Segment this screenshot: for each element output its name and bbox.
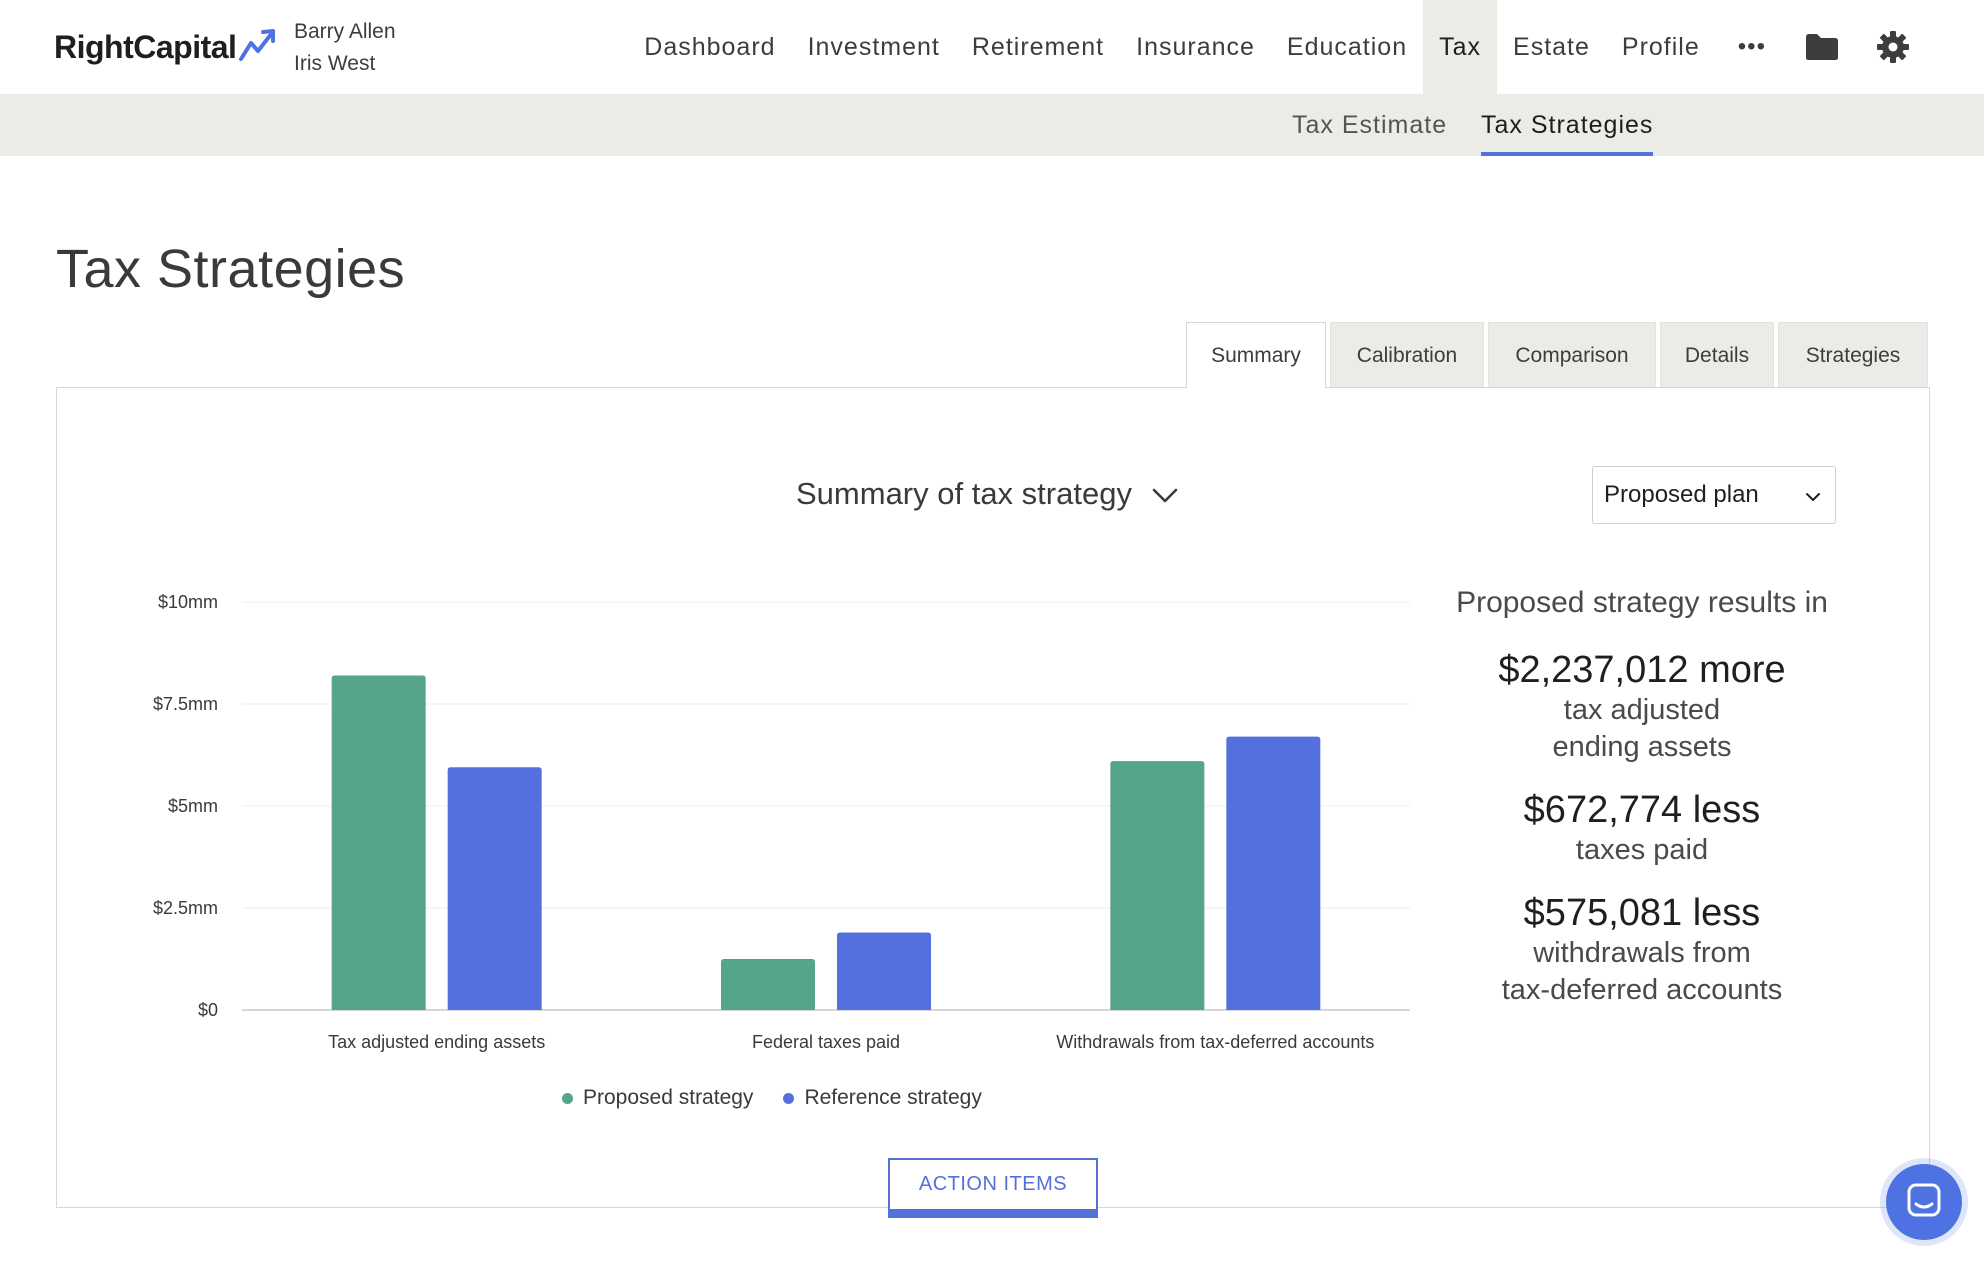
action-items-button[interactable]: ACTION ITEMS [888,1158,1098,1218]
legend-item-reference[interactable]: Reference strategy [783,1086,982,1110]
y-tick-label: $0 [198,1000,218,1020]
client-secondary: Iris West [294,52,376,75]
results-heading: Proposed strategy results in [1456,586,1828,619]
tab-summary[interactable]: Summary [1186,322,1326,389]
nav-profile[interactable]: Profile [1621,32,1700,61]
bar-proposed[interactable] [331,675,426,1010]
result-amount-assets: $2,237,012 more [1498,649,1786,691]
result-desc-taxes: taxes paid [1440,832,1844,869]
result-desc-line: withdrawals from [1533,937,1751,969]
more-icon[interactable]: ••• [1737,33,1766,60]
y-tick-label: $5mm [168,796,218,816]
x-tick-label: Tax adjusted ending assets [328,1032,545,1052]
result-desc-withdrawals: withdrawals from tax-deferred accounts [1440,935,1844,1009]
tab-strategies[interactable]: Strategies [1778,322,1928,388]
result-amount-taxes: $672,774 less [1523,789,1761,831]
chat-launcher[interactable] [1886,1164,1962,1240]
tab-details[interactable]: Details [1660,322,1774,388]
nav-tax[interactable]: Tax [1423,0,1498,94]
folder-icon[interactable] [1786,32,1858,62]
legend-label-proposed: Proposed strategy [583,1086,754,1109]
rightcapital-logo[interactable]: RightCapital [54,24,278,70]
result-amount-withdrawals: $575,081 less [1523,892,1761,934]
x-tick-label: Federal taxes paid [752,1032,900,1052]
result-desc-line: taxes paid [1575,834,1709,866]
summary-title: Summary of tax strategy [796,476,1132,511]
bar-proposed[interactable] [1110,761,1205,1010]
logo-text: RightCapital [54,28,237,65]
view-tabs: Summary Calibration Comparison Details S… [1186,322,1928,389]
subtab-tax-estimate[interactable]: Tax Estimate [1292,110,1448,139]
plan-select[interactable]: Proposed plan [1592,466,1836,524]
subtab-tax-strategies[interactable]: Tax Strategies [1481,94,1654,156]
page-title: Tax Strategies [56,239,406,299]
legend-dot-proposed [562,1092,573,1104]
nav-investment[interactable]: Investment [807,32,940,61]
legend-item-proposed[interactable]: Proposed strategy [562,1086,753,1110]
legend-dot-reference [783,1092,795,1104]
y-tick-label: $2.5mm [153,898,218,918]
sub-navigation: Tax Estimate Tax Strategies [0,94,1984,156]
nav-education[interactable]: Education [1286,32,1408,61]
main-nav: Dashboard Investment Retirement Insuranc… [628,0,1984,94]
top-navigation: RightCapital Barry Allen Iris West Dashb… [0,0,1984,94]
nav-dashboard[interactable]: Dashboard [644,32,776,61]
chevron-down-icon [1805,481,1821,509]
result-desc-assets: tax adjusted ending assets [1440,692,1844,766]
plan-select-value: Proposed plan [1604,481,1759,508]
x-tick-label: Withdrawals from tax-deferred accounts [1056,1032,1374,1052]
bar-proposed[interactable] [721,959,815,1010]
y-tick-label: $7.5mm [153,694,218,714]
client-names[interactable]: Barry Allen Iris West [294,16,396,80]
bar-reference[interactable] [837,932,931,1010]
bar-reference[interactable] [447,767,542,1010]
summary-bar-chart: $0 $2.5mm $5mm $7.5mm $10mm Tax adjusted endi… [153,592,1410,1052]
trend-arrow-icon [238,27,278,68]
nav-retirement[interactable]: Retirement [971,32,1105,61]
strategy-results: Proposed strategy results in $2,237,012 … [1440,586,1844,1031]
client-primary: Barry Allen [294,20,396,43]
gear-icon[interactable] [1858,30,1928,64]
bar-reference[interactable] [1226,736,1321,1010]
result-desc-line: tax-deferred accounts [1501,974,1783,1006]
tab-calibration[interactable]: Calibration [1330,322,1484,388]
tab-comparison[interactable]: Comparison [1488,322,1656,388]
result-desc-line: ending assets [1552,731,1732,763]
chevron-down-icon [1152,476,1178,512]
chat-icon [1906,1182,1942,1223]
y-tick-label: $10mm [158,592,218,612]
nav-insurance[interactable]: Insurance [1136,32,1255,61]
nav-estate[interactable]: Estate [1513,32,1590,61]
result-desc-line: tax adjusted [1563,694,1721,726]
legend-label-reference: Reference strategy [804,1086,982,1109]
summary-dropdown[interactable]: Summary of tax strategy [796,476,1178,512]
chart-legend: Proposed strategy Reference strategy [562,1086,982,1110]
